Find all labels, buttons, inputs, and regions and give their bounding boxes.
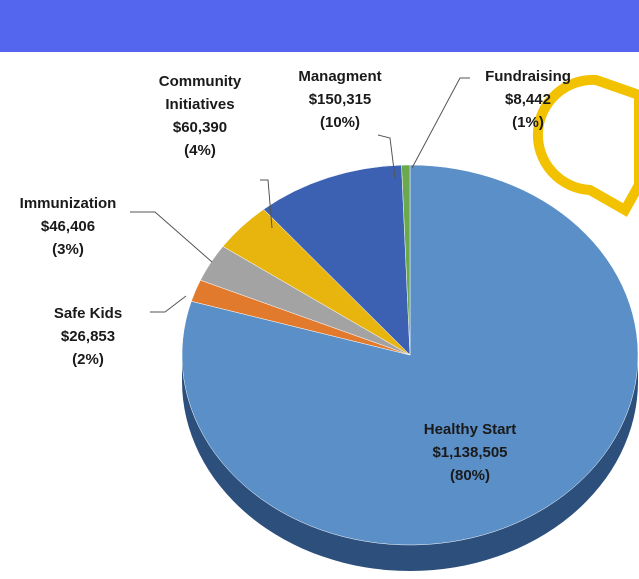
slice-value: $8,442 <box>505 91 551 108</box>
slice-label: Managment $150,315 (10%) <box>285 65 395 134</box>
slice-value: $46,406 <box>40 218 96 235</box>
pie-slice <box>181 164 639 546</box>
slice-value: $1,138,505 <box>432 444 508 461</box>
slice-value: $60,390 <box>172 119 228 136</box>
leader-line <box>377 134 396 179</box>
slice-percent: (2%) <box>72 351 104 368</box>
pie <box>181 164 639 571</box>
leader-line <box>411 77 470 169</box>
header-band <box>0 0 639 52</box>
slice-value: $26,853 <box>60 328 116 345</box>
slice-percent: (3%) <box>52 241 84 258</box>
slice-name: Safe Kids <box>53 305 123 322</box>
pie-slice <box>401 164 411 356</box>
slice-percent: (80%) <box>449 467 490 484</box>
slice-value: $150,315 <box>308 91 372 108</box>
slice-percent: (1%) <box>512 114 544 131</box>
leader-line <box>130 211 213 263</box>
slice-label: Fundraising $8,442 (1%) <box>468 65 588 134</box>
slice-label: Immunization $46,406 (3%) <box>0 192 138 261</box>
slice-name: Community Initiatives <box>158 73 242 113</box>
leader-line <box>260 179 273 229</box>
slice-label: Community Initiatives $60,390 (4%) <box>145 70 255 162</box>
slice-name: Fundraising <box>485 68 571 85</box>
slice-percent: (4%) <box>184 142 216 159</box>
slice-label: Healthy Start $1,138,505 (80%) <box>400 418 540 487</box>
leader-lines <box>130 77 470 313</box>
slice-label: Safe Kids $26,853 (2%) <box>28 302 148 371</box>
slice-name: Managment <box>298 68 382 85</box>
slice-name: Immunization <box>19 195 117 212</box>
slice-name: Healthy Start <box>423 421 517 438</box>
decoration <box>533 74 639 217</box>
leader-line <box>150 295 187 313</box>
slice-percent: (10%) <box>319 114 360 131</box>
